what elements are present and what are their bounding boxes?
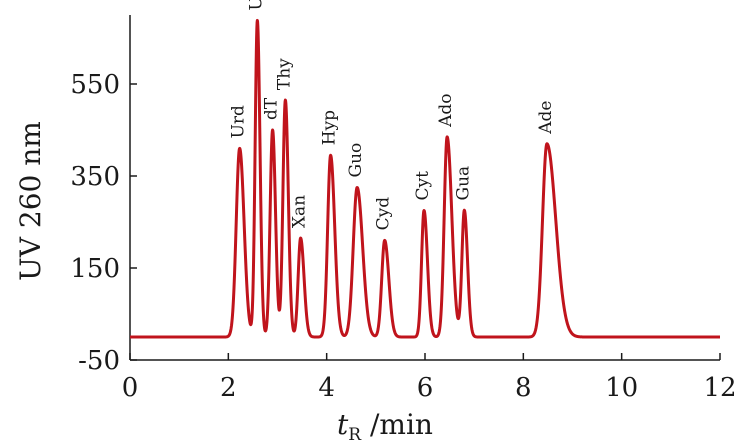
y-axis-title: UV 260 nm [14, 121, 47, 281]
x-axis-title-main: t [337, 408, 349, 440]
peak-label-cyt: Cyt [413, 171, 433, 201]
peak-label-dt: dT [262, 97, 282, 120]
x-tick-label: 2 [220, 373, 237, 403]
x-tick-label: 12 [703, 373, 736, 403]
x-axis-title-sub: R [348, 425, 362, 440]
ticks: 0 2 4 6 8 10 12 -50 150 350 550 [70, 70, 736, 403]
x-axis-title-unit: /min [361, 408, 433, 440]
peak-labels: Urd Ura dT Thy Xan Hyp Guo Cyd Cyt Ado Gua Ade [229, 0, 556, 230]
peak-label-guo: Guo [346, 143, 366, 178]
x-tick-label: 6 [417, 373, 434, 403]
peak-label-ado: Ado [436, 93, 456, 127]
x-tick-label: 8 [515, 373, 532, 403]
peak-label-ura: Ura [246, 0, 266, 11]
peak-label-gua: Gua [453, 166, 473, 201]
peak-label-cyd: Cyd [374, 197, 394, 231]
x-tick-label: 4 [318, 373, 335, 403]
peak-label-xan: Xan [290, 195, 310, 228]
x-tick-label: 10 [605, 373, 638, 403]
peak-label-thy: Thy [274, 58, 294, 90]
y-tick-label: 150 [70, 254, 120, 284]
x-axis-title: tR /min [337, 408, 433, 440]
peak-label-ade: Ade [536, 101, 556, 135]
peak-label-hyp: Hyp [320, 110, 340, 145]
peak-label-urd: Urd [229, 105, 249, 138]
y-tick-label: 350 [70, 162, 120, 192]
uv-trace-line [128, 18, 722, 339]
y-tick-label: 550 [70, 70, 120, 100]
y-tick-label: -50 [78, 346, 120, 376]
x-tick-label: 0 [122, 373, 139, 403]
